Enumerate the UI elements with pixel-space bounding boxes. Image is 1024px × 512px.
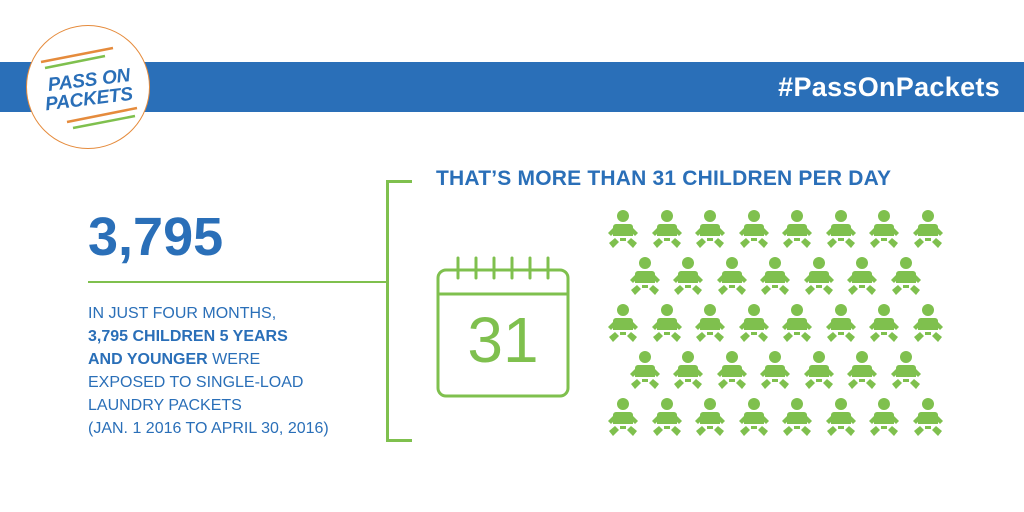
baby-icon [737, 397, 771, 444]
hashtag-text: #PassOnPackets [778, 72, 1000, 102]
baby-icon [628, 256, 662, 303]
title-banner [0, 62, 1024, 112]
baby-icon [780, 397, 814, 444]
desc-line-2: 3,795 CHILDREN 5 YEARS [88, 325, 388, 348]
baby-icon [911, 397, 945, 444]
baby-icon [715, 350, 749, 397]
baby-icon [628, 350, 662, 397]
stat-number: 3,795 [88, 207, 224, 267]
stat-description: IN JUST FOUR MONTHS, 3,795 CHILDREN 5 YE… [88, 302, 388, 440]
baby-icon [911, 303, 945, 350]
baby-icon [606, 209, 640, 256]
baby-icon-grid [606, 200, 966, 460]
baby-icon [867, 303, 901, 350]
baby-icon [715, 256, 749, 303]
calendar-day: 31 [467, 304, 539, 376]
baby-icon [737, 303, 771, 350]
bracket-line [386, 180, 389, 442]
baby-icon [824, 397, 858, 444]
bracket-top [386, 180, 412, 183]
baby-icon [650, 303, 684, 350]
calendar-icon [436, 256, 570, 398]
baby-icon [845, 350, 879, 397]
baby-icon [693, 209, 727, 256]
baby-icon [867, 397, 901, 444]
baby-icon [606, 303, 640, 350]
baby-icon [867, 209, 901, 256]
baby-icon [758, 350, 792, 397]
logo-stripes [40, 46, 138, 130]
baby-icon [802, 350, 836, 397]
baby-icon [780, 303, 814, 350]
baby-icon [650, 397, 684, 444]
desc-line-3-bold: AND YOUNGER [88, 351, 208, 368]
pass-on-packets-logo: PASS ON PACKETS [26, 25, 150, 149]
baby-icon [824, 303, 858, 350]
baby-icon [671, 256, 705, 303]
baby-icon [780, 209, 814, 256]
desc-line-2-bold: 3,795 CHILDREN 5 YEARS [88, 328, 288, 345]
stat-divider [88, 281, 386, 283]
desc-line-1: IN JUST FOUR MONTHS, [88, 305, 277, 322]
baby-icon [889, 350, 923, 397]
baby-icon [758, 256, 792, 303]
desc-line-4: EXPOSED TO SINGLE-LOAD [88, 374, 304, 391]
desc-line-3: AND YOUNGER WERE [88, 348, 388, 371]
baby-icon [693, 303, 727, 350]
baby-icon [650, 209, 684, 256]
bracket-bottom [386, 439, 412, 442]
baby-icon [911, 209, 945, 256]
baby-icon [845, 256, 879, 303]
baby-icon [737, 209, 771, 256]
baby-icon [671, 350, 705, 397]
desc-line-5: LAUNDRY PACKETS [88, 397, 242, 414]
baby-icon [824, 209, 858, 256]
baby-icon [606, 397, 640, 444]
desc-line-6: (JAN. 1 2016 TO APRIL 30, 2016) [88, 420, 329, 437]
per-day-heading: THAT’S MORE THAN 31 CHILDREN PER DAY [436, 167, 892, 190]
baby-icon [802, 256, 836, 303]
baby-icon [693, 397, 727, 444]
desc-line-3-rest: WERE [207, 351, 261, 368]
baby-icon [889, 256, 923, 303]
